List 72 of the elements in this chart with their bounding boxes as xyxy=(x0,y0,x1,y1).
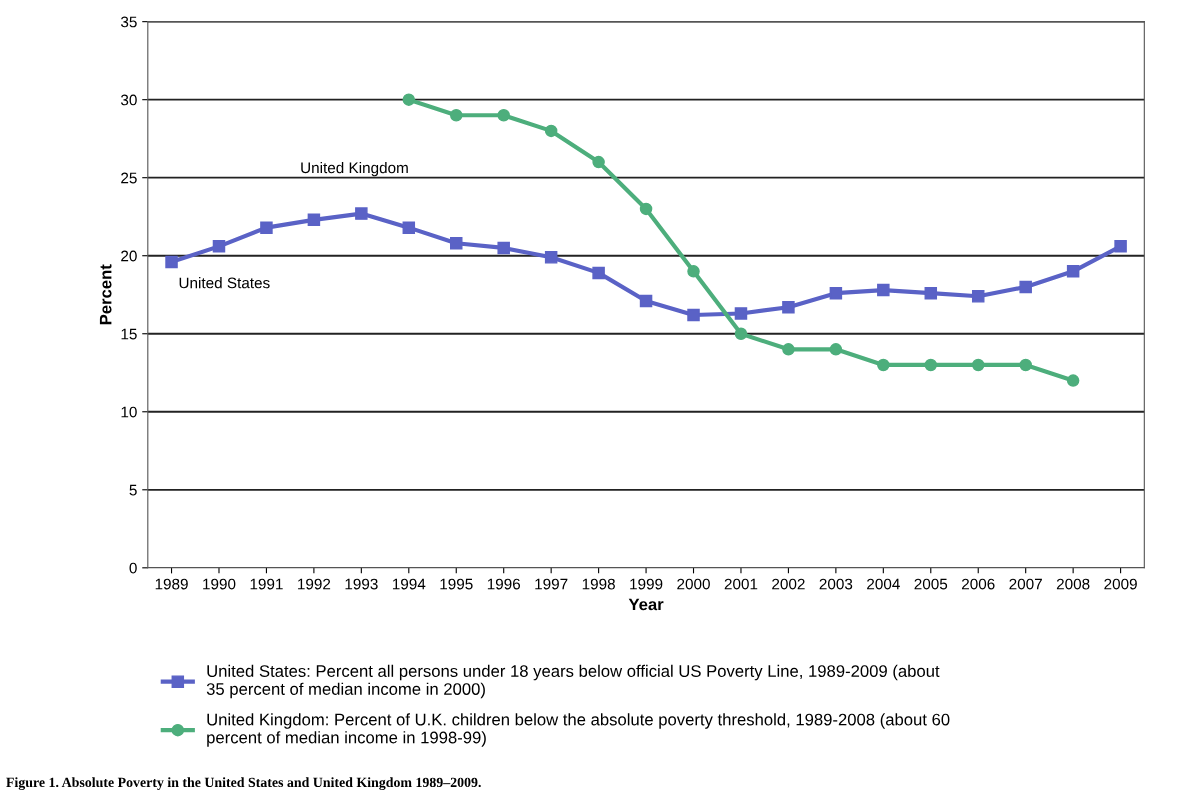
point xyxy=(734,307,748,320)
point xyxy=(877,283,890,297)
point xyxy=(355,207,368,220)
point xyxy=(1114,240,1127,253)
point xyxy=(544,124,558,138)
legend-label: United Kingdom: Percent of U.K. children below the absolute poverty threshold, 1989-2008 (about 60 percent of median income in 1998-99) xyxy=(207,713,950,747)
x-tick-label: 1989 xyxy=(155,578,188,590)
point xyxy=(260,221,273,234)
y-tick-label: 15 xyxy=(121,328,137,340)
point xyxy=(1066,374,1080,387)
point xyxy=(829,286,843,300)
y-tick-label: 30 xyxy=(120,94,137,106)
point xyxy=(782,343,795,356)
x-tick-label: 1998 xyxy=(582,578,615,590)
x-tick-label: 1993 xyxy=(345,578,378,590)
x-tick-label: 2007 xyxy=(1009,578,1042,590)
y-tick-label: 0 xyxy=(129,562,137,574)
x-tick-label: 2009 xyxy=(1104,578,1137,590)
point xyxy=(924,286,938,300)
point xyxy=(639,202,653,216)
x-tick-label: 1995 xyxy=(440,578,473,590)
x-tick-label: 2008 xyxy=(1056,578,1090,590)
y-tick-label: 25 xyxy=(121,172,137,184)
point xyxy=(734,327,748,340)
legend-label: United States: Percent all persons under 18 years below official US Poverty Line, 1989-2009 (about 35 percent of median income in 2000) xyxy=(206,664,940,699)
y-axis-title: Percent xyxy=(99,264,112,325)
x-tick-label: 2006 xyxy=(962,578,995,590)
point xyxy=(450,236,463,250)
x-tick-label: 1992 xyxy=(298,578,331,590)
point xyxy=(971,358,985,372)
point xyxy=(1019,358,1032,372)
point xyxy=(307,213,321,227)
text: Figure 1. Absolute Poverty in the United States and United Kingdom 1989–2009. xyxy=(6,777,481,790)
point xyxy=(212,240,226,253)
point xyxy=(687,308,700,322)
y-tick-label: 20 xyxy=(121,250,137,262)
x-tick-label: 2005 xyxy=(914,578,948,590)
point xyxy=(639,294,653,308)
point xyxy=(829,343,843,356)
point xyxy=(1019,280,1032,294)
point xyxy=(497,241,510,255)
y-tick-label: 5 xyxy=(129,484,137,496)
x-tick-label: 2003 xyxy=(819,578,853,590)
point xyxy=(782,300,795,314)
point xyxy=(450,109,463,122)
point xyxy=(497,109,510,122)
y-tick-label: 10 xyxy=(121,406,137,418)
x-tick-label: 2001 xyxy=(724,578,758,590)
x-tick-label: 1999 xyxy=(630,578,663,590)
point xyxy=(1066,265,1080,278)
x-axis-title: Year xyxy=(628,598,664,611)
point xyxy=(402,93,416,106)
annotation: United Kingdom xyxy=(301,162,408,177)
x-tick-label: 1990 xyxy=(203,578,236,590)
point xyxy=(971,290,985,303)
x-tick-label: 2000 xyxy=(677,578,710,590)
x-tick-label: 1991 xyxy=(250,578,283,590)
x-tick-label: 2002 xyxy=(772,578,805,590)
x-tick-label: 1994 xyxy=(392,578,426,590)
y-tick-label: 35 xyxy=(120,16,137,28)
x-tick-label: 1997 xyxy=(535,578,568,590)
point xyxy=(544,251,558,264)
annotation: United States xyxy=(179,277,270,289)
point xyxy=(592,155,605,169)
x-tick-label: 1996 xyxy=(487,578,521,590)
point xyxy=(165,255,178,269)
point xyxy=(924,358,938,372)
point xyxy=(687,265,700,278)
x-tick-label: 2004 xyxy=(867,578,900,590)
point xyxy=(877,358,890,372)
point xyxy=(592,266,605,280)
point xyxy=(402,221,416,234)
